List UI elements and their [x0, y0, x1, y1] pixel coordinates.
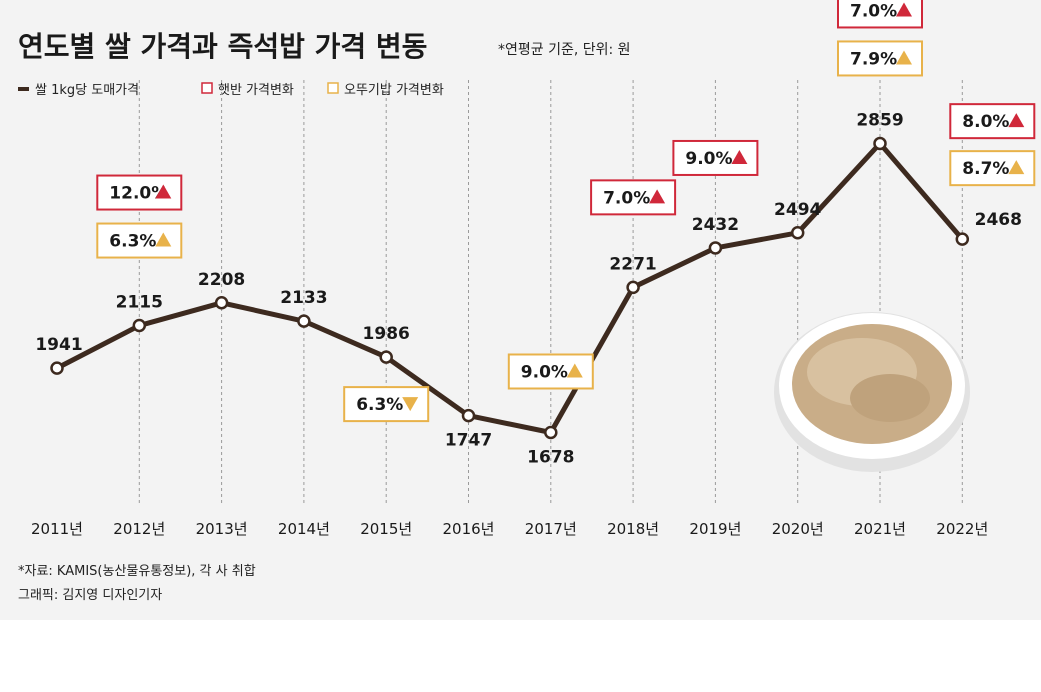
- data-point-2018: [626, 280, 640, 295]
- value-label-2022: 2468: [975, 210, 1022, 230]
- data-point-2013: [214, 296, 229, 310]
- badge-box: [672, 139, 759, 176]
- badge-hetban-2018: 7.0%: [590, 179, 677, 216]
- badge-percent: 6.3%: [109, 232, 156, 252]
- value-label-2012: 2115: [116, 293, 163, 313]
- legend-line-swatch: [18, 87, 29, 91]
- value-label-2016: 1747: [445, 431, 492, 451]
- up-arrow-icon: [566, 363, 583, 378]
- badge-percent: 7.9%: [850, 49, 897, 69]
- badge-hetban-2021: 7.0%: [837, 0, 923, 29]
- value-label-2020: 2494: [774, 200, 821, 220]
- legend-box-swatch: [201, 82, 213, 94]
- legend-label: 햇반 가격변화: [218, 82, 294, 98]
- x-tick-2022: 2022년: [936, 520, 988, 538]
- badge-hetban-2022: 8.0%: [949, 103, 1036, 140]
- x-tick-2013: 2013년: [196, 520, 248, 538]
- data-point-2014: [297, 314, 311, 328]
- value-label-2019: 2432: [692, 215, 739, 235]
- value-label-2014: 2133: [280, 288, 327, 308]
- x-tick-2021: 2021년: [854, 520, 906, 538]
- x-tick-2020: 2020년: [772, 520, 824, 538]
- badge-percent: 7.0%: [603, 188, 650, 208]
- up-arrow-icon: [649, 189, 666, 204]
- data-point-2016: [461, 408, 476, 423]
- down-arrow-icon: [402, 397, 419, 412]
- x-tick-2012: 2012년: [113, 520, 165, 538]
- value-label-2013: 2208: [198, 270, 245, 290]
- legend: 쌀 1kg당 도매가격 햇반 가격변화 오뚜기밥 가격변화: [18, 82, 444, 98]
- legend-label: 오뚜기밥 가격변화: [344, 83, 444, 98]
- x-tick-2015: 2015년: [360, 520, 412, 538]
- up-arrow-icon: [155, 184, 172, 199]
- value-label-2021: 2859: [856, 110, 903, 130]
- up-arrow-icon: [896, 50, 912, 65]
- up-arrow-icon: [896, 2, 912, 17]
- badge-hetban-2019: 9.0%: [672, 139, 759, 176]
- up-arrow-icon: [155, 232, 172, 247]
- legend-item-3: 오뚜기밥 가격변화: [327, 82, 444, 98]
- badge-percent: 9.0%: [685, 149, 732, 169]
- badge-ottogi-2017: 9.0%: [507, 353, 594, 390]
- x-tick-2014: 2014년: [278, 520, 330, 538]
- data-point-2020: [790, 226, 805, 240]
- x-tick-2019: 2019년: [689, 520, 741, 538]
- data-point-2021: [873, 136, 887, 151]
- data-point-2017: [544, 425, 558, 440]
- series-line: [54, 140, 965, 435]
- x-tick-2018: 2018년: [607, 520, 659, 538]
- value-label-2015: 1986: [363, 324, 410, 344]
- badge-ottogi-2022: 8.7%: [949, 150, 1036, 187]
- source-note: *자료: KAMIS(농산물유통정보), 각 사 취합: [18, 564, 256, 579]
- badge-percent: 9.0%: [521, 362, 568, 382]
- legend-box-swatch: [327, 82, 339, 94]
- badge-hetban-2012: 12.0%: [96, 174, 183, 211]
- rice-bowl-image: [774, 312, 970, 472]
- badge-percent: 8.7%: [962, 159, 1009, 179]
- x-tick-2011: 2011년: [31, 520, 83, 538]
- badge-percent: 7.0%: [850, 1, 897, 21]
- chart: 연도별 쌀 가격과 즉석밥 가격 변동 *연평균 기준, 단위: 원 쌀 1kg…: [18, 0, 1036, 603]
- chart-subtitle: *연평균 기준, 단위: 원: [498, 42, 631, 58]
- legend-label: 쌀 1kg당 도매가격: [35, 83, 139, 98]
- chart-title: 연도별 쌀 가격과 즉석밥 가격 변동: [18, 30, 427, 63]
- up-arrow-icon: [1008, 113, 1025, 128]
- value-label-2011: 1941: [35, 335, 82, 355]
- badge-ottogi-2021: 7.9%: [837, 40, 923, 77]
- badge-percent: 8.0%: [962, 112, 1009, 132]
- data-point-2019: [708, 241, 723, 255]
- data-point-2022: [955, 232, 970, 246]
- data-point-2011: [50, 361, 64, 375]
- credit-note: 그래픽: 김지영 디자인기자: [18, 588, 162, 603]
- legend-item-1: 쌀 1kg당 도매가격: [18, 83, 139, 98]
- x-tick-2016: 2016년: [443, 520, 495, 538]
- chart-background: [0, 0, 1041, 620]
- value-label-2018: 2271: [609, 254, 656, 274]
- badge-percent: 12.0%: [109, 184, 168, 204]
- data-point-2015: [379, 350, 393, 364]
- grid: [138, 80, 963, 505]
- up-arrow-icon: [731, 149, 748, 164]
- x-tick-2017: 2017년: [525, 520, 577, 538]
- badge-ottogi-2015: 6.3%: [343, 386, 430, 423]
- legend-item-2: 햇반 가격변화: [201, 82, 294, 98]
- up-arrow-icon: [1008, 160, 1025, 175]
- data-point-2012: [132, 318, 147, 333]
- badge-ottogi-2012: 6.3%: [96, 222, 183, 259]
- value-label-2017: 1678: [527, 447, 574, 467]
- badge-percent: 6.3%: [356, 395, 403, 415]
